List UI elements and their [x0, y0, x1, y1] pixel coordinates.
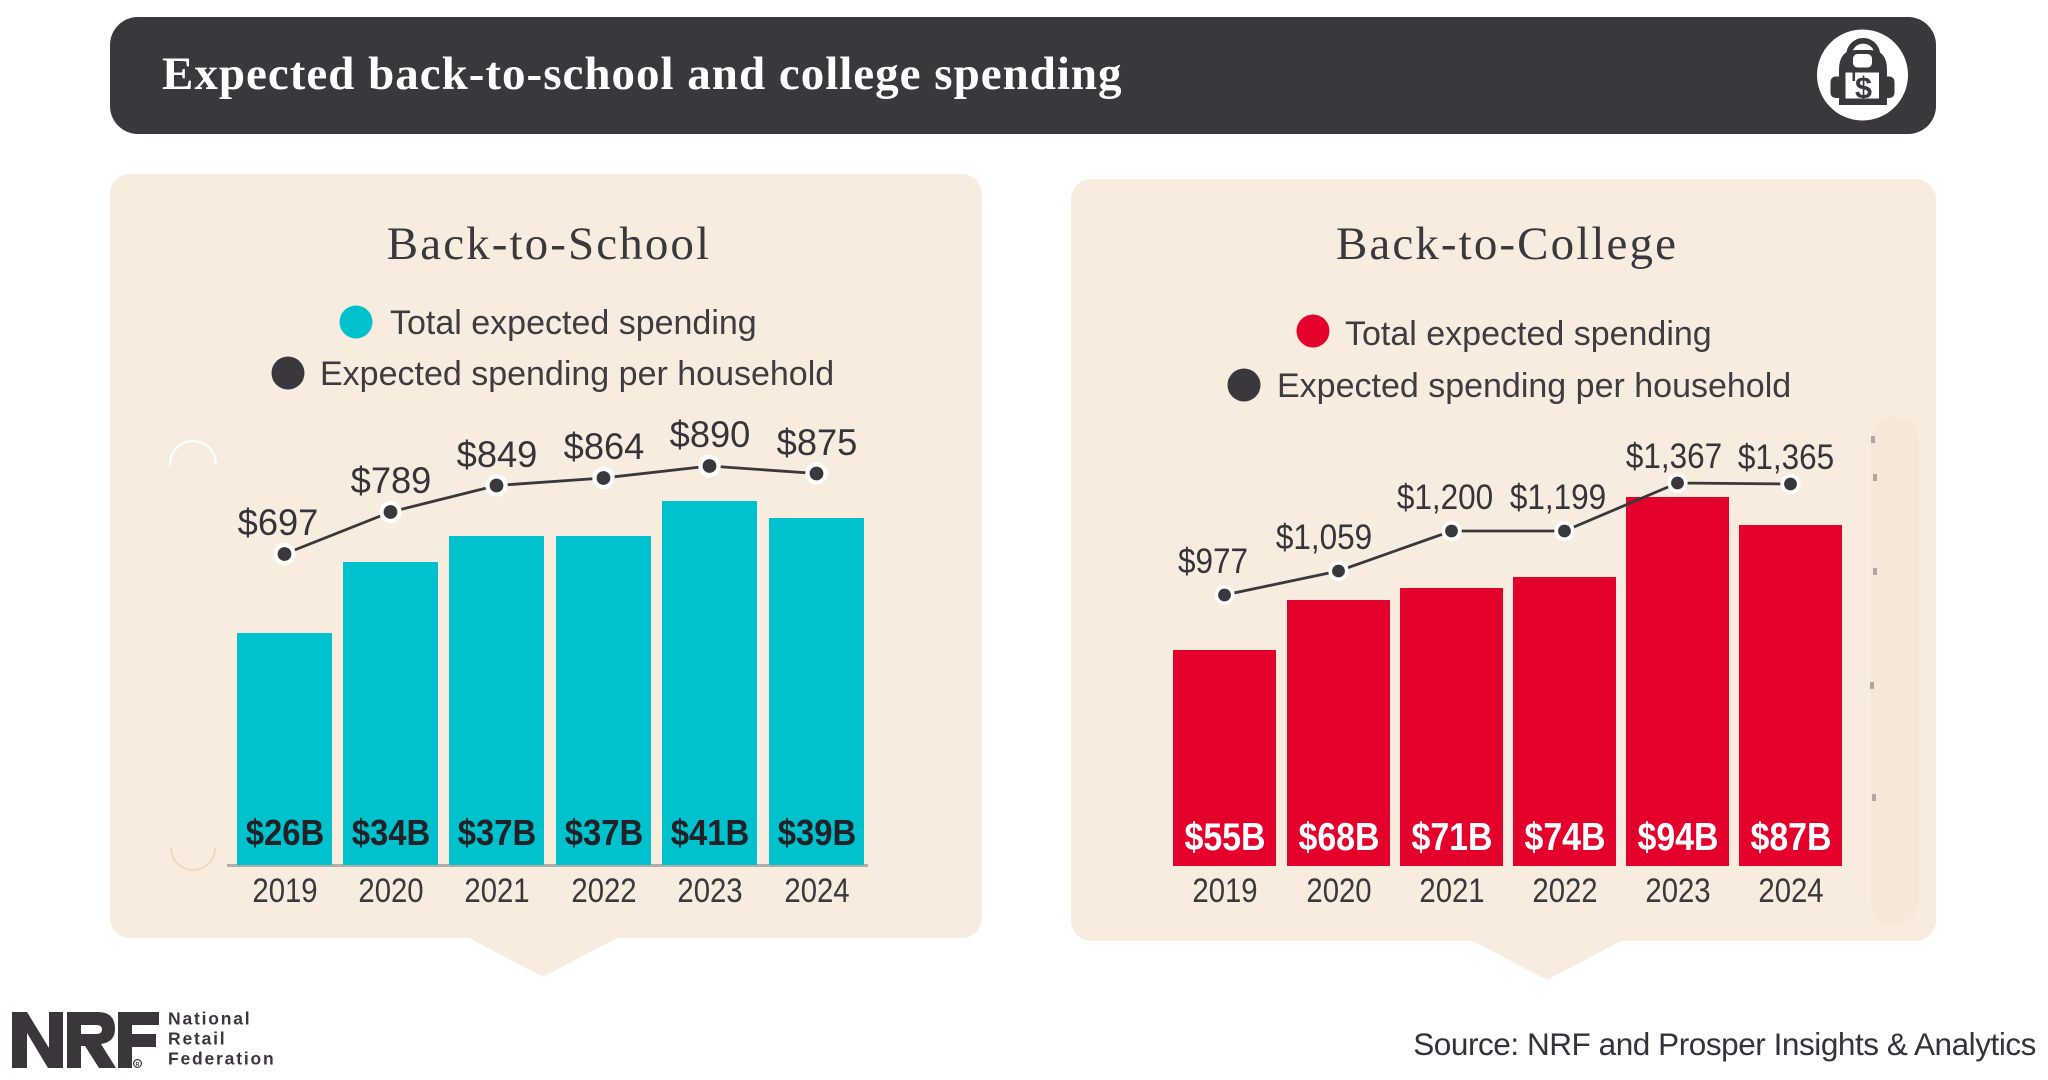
svg-text:Federation: Federation [168, 1048, 275, 1068]
svg-text:Retail: Retail [168, 1029, 226, 1049]
svg-text:National: National [168, 1009, 251, 1029]
svg-text:$: $ [1855, 71, 1872, 105]
svg-text:R: R [136, 1062, 140, 1068]
